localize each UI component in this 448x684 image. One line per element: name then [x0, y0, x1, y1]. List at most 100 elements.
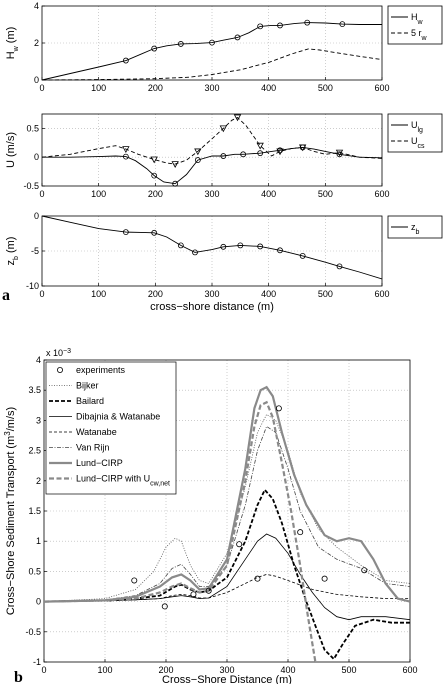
experiment-point [254, 575, 261, 582]
scale-note: x 10−3 [46, 348, 71, 359]
experiment-point [297, 529, 304, 536]
series-marker [299, 252, 306, 259]
x-tick-label: 600 [402, 665, 417, 675]
series-line-2 [44, 533, 410, 621]
legend-entry: zb [411, 222, 420, 236]
x-tick-label: 100 [91, 83, 106, 93]
x-axis-label: cross−shore distance (m) [150, 301, 274, 313]
x-tick-label: 200 [148, 189, 163, 199]
series-marker [233, 114, 242, 122]
experiment-point [190, 591, 197, 598]
x-tick-label: 300 [204, 83, 219, 93]
series-marker [276, 148, 284, 156]
x-tick-label: 500 [318, 289, 333, 299]
legend-box [387, 5, 443, 45]
sediment-transport-panel: 0 100 200 300 400 500 600 -1 -0.5 0 0.5 1 1.5 2 2.5 3 3.… [3, 348, 418, 684]
wave-height-panel: 0 100 200 300 400 500 600 0 2 4 Hw (m) Hw 5 rw [5, 1, 443, 93]
series-marker [237, 242, 244, 249]
y-tick-label: -0.5 [23, 181, 39, 191]
y-tick-label: -0.5 [25, 627, 41, 637]
plot-frame [43, 359, 411, 663]
series-line-4 [44, 425, 410, 602]
x-tick-label: 600 [374, 289, 389, 299]
experiment-point [131, 577, 138, 584]
y-tick-label: 0 [34, 75, 39, 85]
y-tick-label: 3.5 [28, 385, 41, 395]
y-axis-label: Cross−Shore Sediment Transport (m3/m/s) [3, 407, 18, 615]
x-tick-label: 0 [41, 665, 46, 675]
x-tick-label: 0 [39, 83, 44, 93]
y-axis-label: U (m/s) [5, 132, 17, 168]
y-tick-label: -5 [31, 246, 39, 256]
series-line-3 [44, 573, 410, 602]
series-marker [240, 151, 247, 158]
experiment-point [236, 541, 243, 548]
x-tick-label: 500 [341, 665, 356, 675]
x-tick-label: 0 [39, 289, 44, 299]
legend-entry: experiments [76, 365, 126, 375]
series-marker [151, 45, 158, 52]
series-marker [277, 22, 283, 29]
experiment-point [275, 405, 282, 412]
series-marker [220, 153, 227, 159]
plot-frame [41, 215, 383, 287]
series-marker [151, 172, 158, 179]
series-line-1 [41, 116, 383, 165]
x-tick-label: 0 [39, 189, 44, 199]
series-line-1 [44, 488, 410, 661]
series-marker [177, 242, 184, 249]
y-tick-label: 1 [36, 536, 41, 546]
series-line-0 [44, 413, 410, 602]
series-marker [171, 161, 179, 168]
legend-box [45, 361, 177, 495]
y-tick-label: 2 [36, 476, 41, 486]
legend-entry: Lund−CIRP with Ucw,net [76, 474, 170, 488]
legend-entry: Bailard [76, 396, 104, 406]
series-line-1 [41, 48, 383, 81]
series-marker [122, 229, 129, 236]
series-marker [257, 23, 264, 30]
series-marker [257, 150, 264, 157]
y-tick-label: -10 [26, 281, 39, 291]
y-tick-label: 0.5 [26, 123, 39, 133]
x-tick-label: 300 [204, 189, 219, 199]
series-marker [209, 39, 215, 46]
x-tick-label: 600 [374, 189, 389, 199]
legend-swatch [57, 366, 64, 373]
series-line-0 [42, 146, 383, 185]
series-marker [220, 243, 227, 250]
y-tick-label: 3 [36, 415, 41, 425]
x-tick-label: 200 [148, 83, 163, 93]
x-tick-label: 300 [204, 289, 219, 299]
series-marker [122, 153, 129, 160]
series-line-0 [41, 215, 383, 280]
y-tick-label: 4 [36, 355, 41, 365]
series-marker [172, 180, 179, 187]
experiment-point [161, 603, 168, 610]
y-tick-label: -1 [33, 657, 41, 667]
series-marker [277, 247, 283, 254]
y-tick-label: 0 [34, 152, 39, 162]
x-axis-label: Cross−Shore Distance (m) [162, 674, 292, 684]
series-line-0 [41, 22, 382, 81]
y-tick-label: 1.5 [28, 506, 41, 516]
experiment-point [205, 587, 212, 594]
x-tick-label: 400 [261, 189, 276, 199]
y-tick-label: 2.5 [28, 446, 41, 456]
y-tick-label: 4 [34, 1, 39, 11]
legend-box [387, 113, 443, 153]
series-marker [151, 229, 158, 236]
y-tick-label: 0 [34, 211, 39, 221]
y-axis-label: zb (m) [5, 237, 20, 266]
legend-box [387, 215, 443, 239]
panel-label-b: b [14, 669, 23, 684]
plot-frame [41, 5, 383, 81]
series-marker [192, 249, 198, 256]
y-tick-label: 2 [34, 38, 39, 48]
x-tick-label: 100 [91, 289, 106, 299]
series-marker [177, 41, 184, 47]
x-tick-label: 400 [261, 83, 276, 93]
legend-entry: 5 rw [411, 28, 428, 42]
